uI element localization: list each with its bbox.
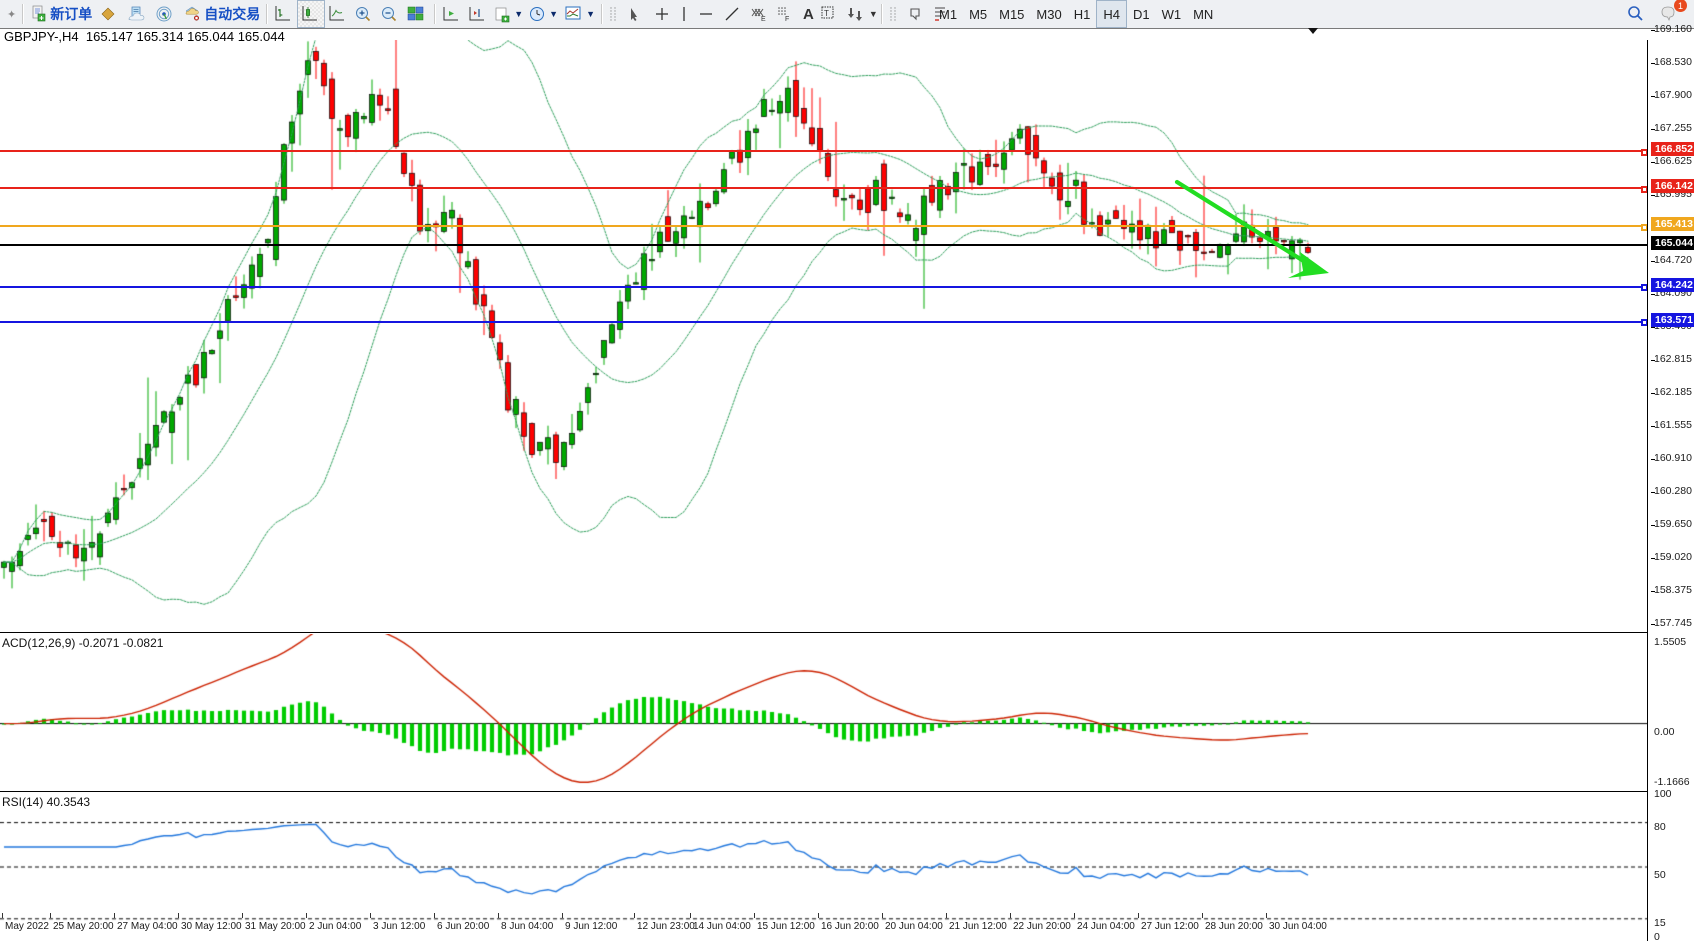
svg-text:F: F xyxy=(785,16,789,23)
svg-text:E: E xyxy=(761,16,766,23)
svg-text:T: T xyxy=(824,9,829,18)
